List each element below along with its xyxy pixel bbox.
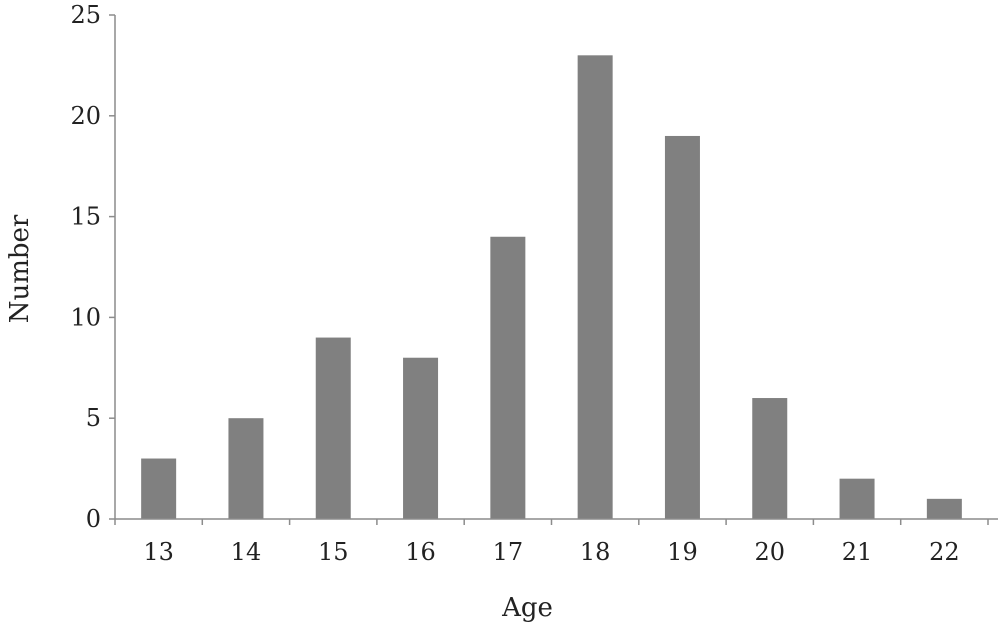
y-tick-label: 20 xyxy=(70,102,101,130)
y-tick-label: 0 xyxy=(86,505,101,533)
bar-18 xyxy=(577,55,613,519)
y-tick-label: 5 xyxy=(86,404,101,432)
x-tick-label: 22 xyxy=(929,538,960,566)
x-ticks-group: 13 14 15 16 17 18 19 20 21 22 xyxy=(114,519,989,566)
bar-15 xyxy=(315,337,351,519)
y-tick-label: 10 xyxy=(70,303,101,331)
x-tick-label: 19 xyxy=(667,538,698,566)
bar-14 xyxy=(228,418,264,519)
y-tick-label: 25 xyxy=(70,1,101,29)
bar-16 xyxy=(403,357,439,519)
x-tick-label: 20 xyxy=(754,538,785,566)
x-tick-label: 14 xyxy=(231,538,262,566)
bars-group xyxy=(141,55,962,519)
bar-13 xyxy=(141,458,177,519)
bar-22 xyxy=(926,498,962,519)
bar-17 xyxy=(490,236,526,519)
y-axis-title: Number xyxy=(5,214,35,323)
x-tick-label: 21 xyxy=(842,538,873,566)
bar-19 xyxy=(664,135,700,519)
x-tick-label: 16 xyxy=(405,538,436,566)
y-tick-label: 15 xyxy=(70,203,101,231)
bar-21 xyxy=(839,478,875,519)
x-tick-label: 17 xyxy=(493,538,524,566)
x-tick-label: 13 xyxy=(143,538,174,566)
axes-group xyxy=(114,15,998,520)
x-tick-label: 18 xyxy=(580,538,611,566)
x-tick-label: 15 xyxy=(318,538,349,566)
x-axis-title: Age xyxy=(501,593,553,623)
y-ticks-group: 0 5 10 15 20 25 xyxy=(70,1,115,533)
bar-20 xyxy=(752,398,788,519)
